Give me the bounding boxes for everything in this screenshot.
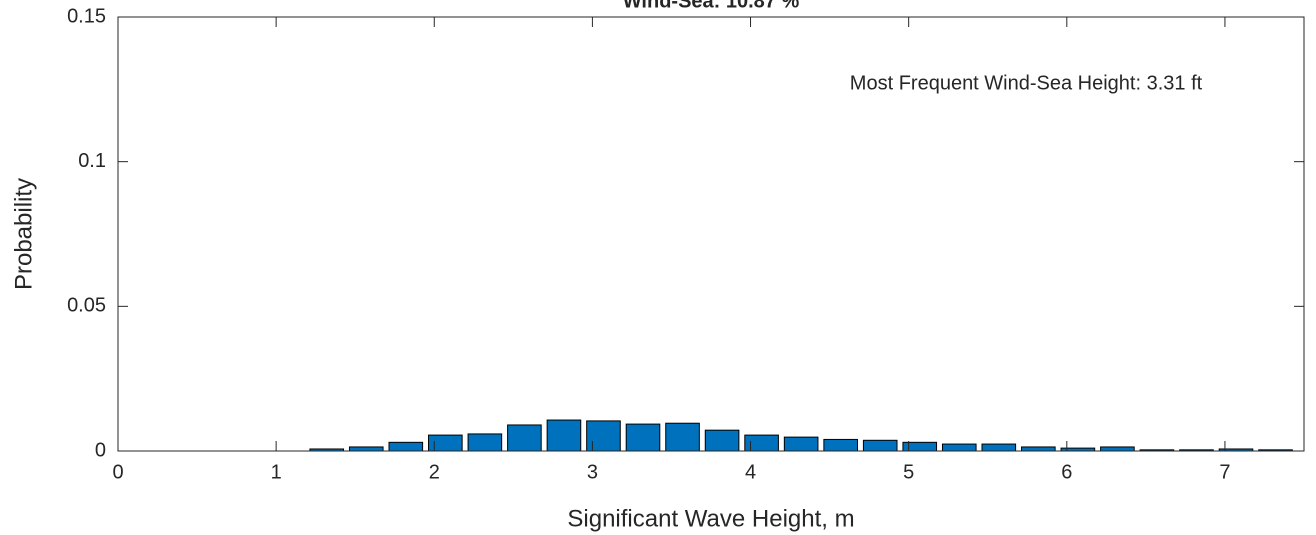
bar (467, 433, 503, 452)
bar (348, 446, 384, 452)
x-tick-label: 3 (587, 461, 598, 483)
y-tick-label: 0.05 (67, 295, 106, 317)
y-tick-label: 0 (95, 439, 106, 461)
bar (586, 420, 621, 452)
annotation: Most Frequent Wind-Sea Height: 3.31 ft (850, 72, 1203, 94)
bar (1021, 446, 1056, 452)
y-tick-label: 0.1 (78, 150, 106, 172)
x-tick-label: 6 (1061, 461, 1072, 483)
bar (507, 424, 542, 452)
bar (941, 443, 977, 452)
x-tick-label: 7 (1219, 461, 1230, 483)
bar (862, 439, 898, 452)
y-tick-label: 0.15 (67, 5, 106, 27)
x-tick-label: 4 (745, 461, 756, 483)
x-tick-label: 0 (112, 461, 123, 483)
bar (823, 438, 858, 452)
chart-title: Wind-Sea: 10.87 % (623, 0, 800, 12)
bar (704, 429, 740, 452)
x-tick-label: 5 (903, 461, 914, 483)
bar (744, 434, 779, 452)
bar (1100, 446, 1135, 452)
bar (625, 423, 661, 452)
x-tick-label: 1 (271, 461, 282, 483)
y-axis-label: Probability (10, 178, 37, 290)
bar (388, 441, 424, 452)
axes-box (117, 16, 1305, 452)
bar (428, 434, 463, 452)
bar (981, 443, 1017, 452)
bar (665, 422, 700, 452)
x-axis-label: Significant Wave Height, m (567, 505, 854, 532)
bar (546, 419, 582, 452)
x-tick-label: 2 (429, 461, 440, 483)
bar (902, 441, 938, 452)
bar (783, 436, 819, 452)
